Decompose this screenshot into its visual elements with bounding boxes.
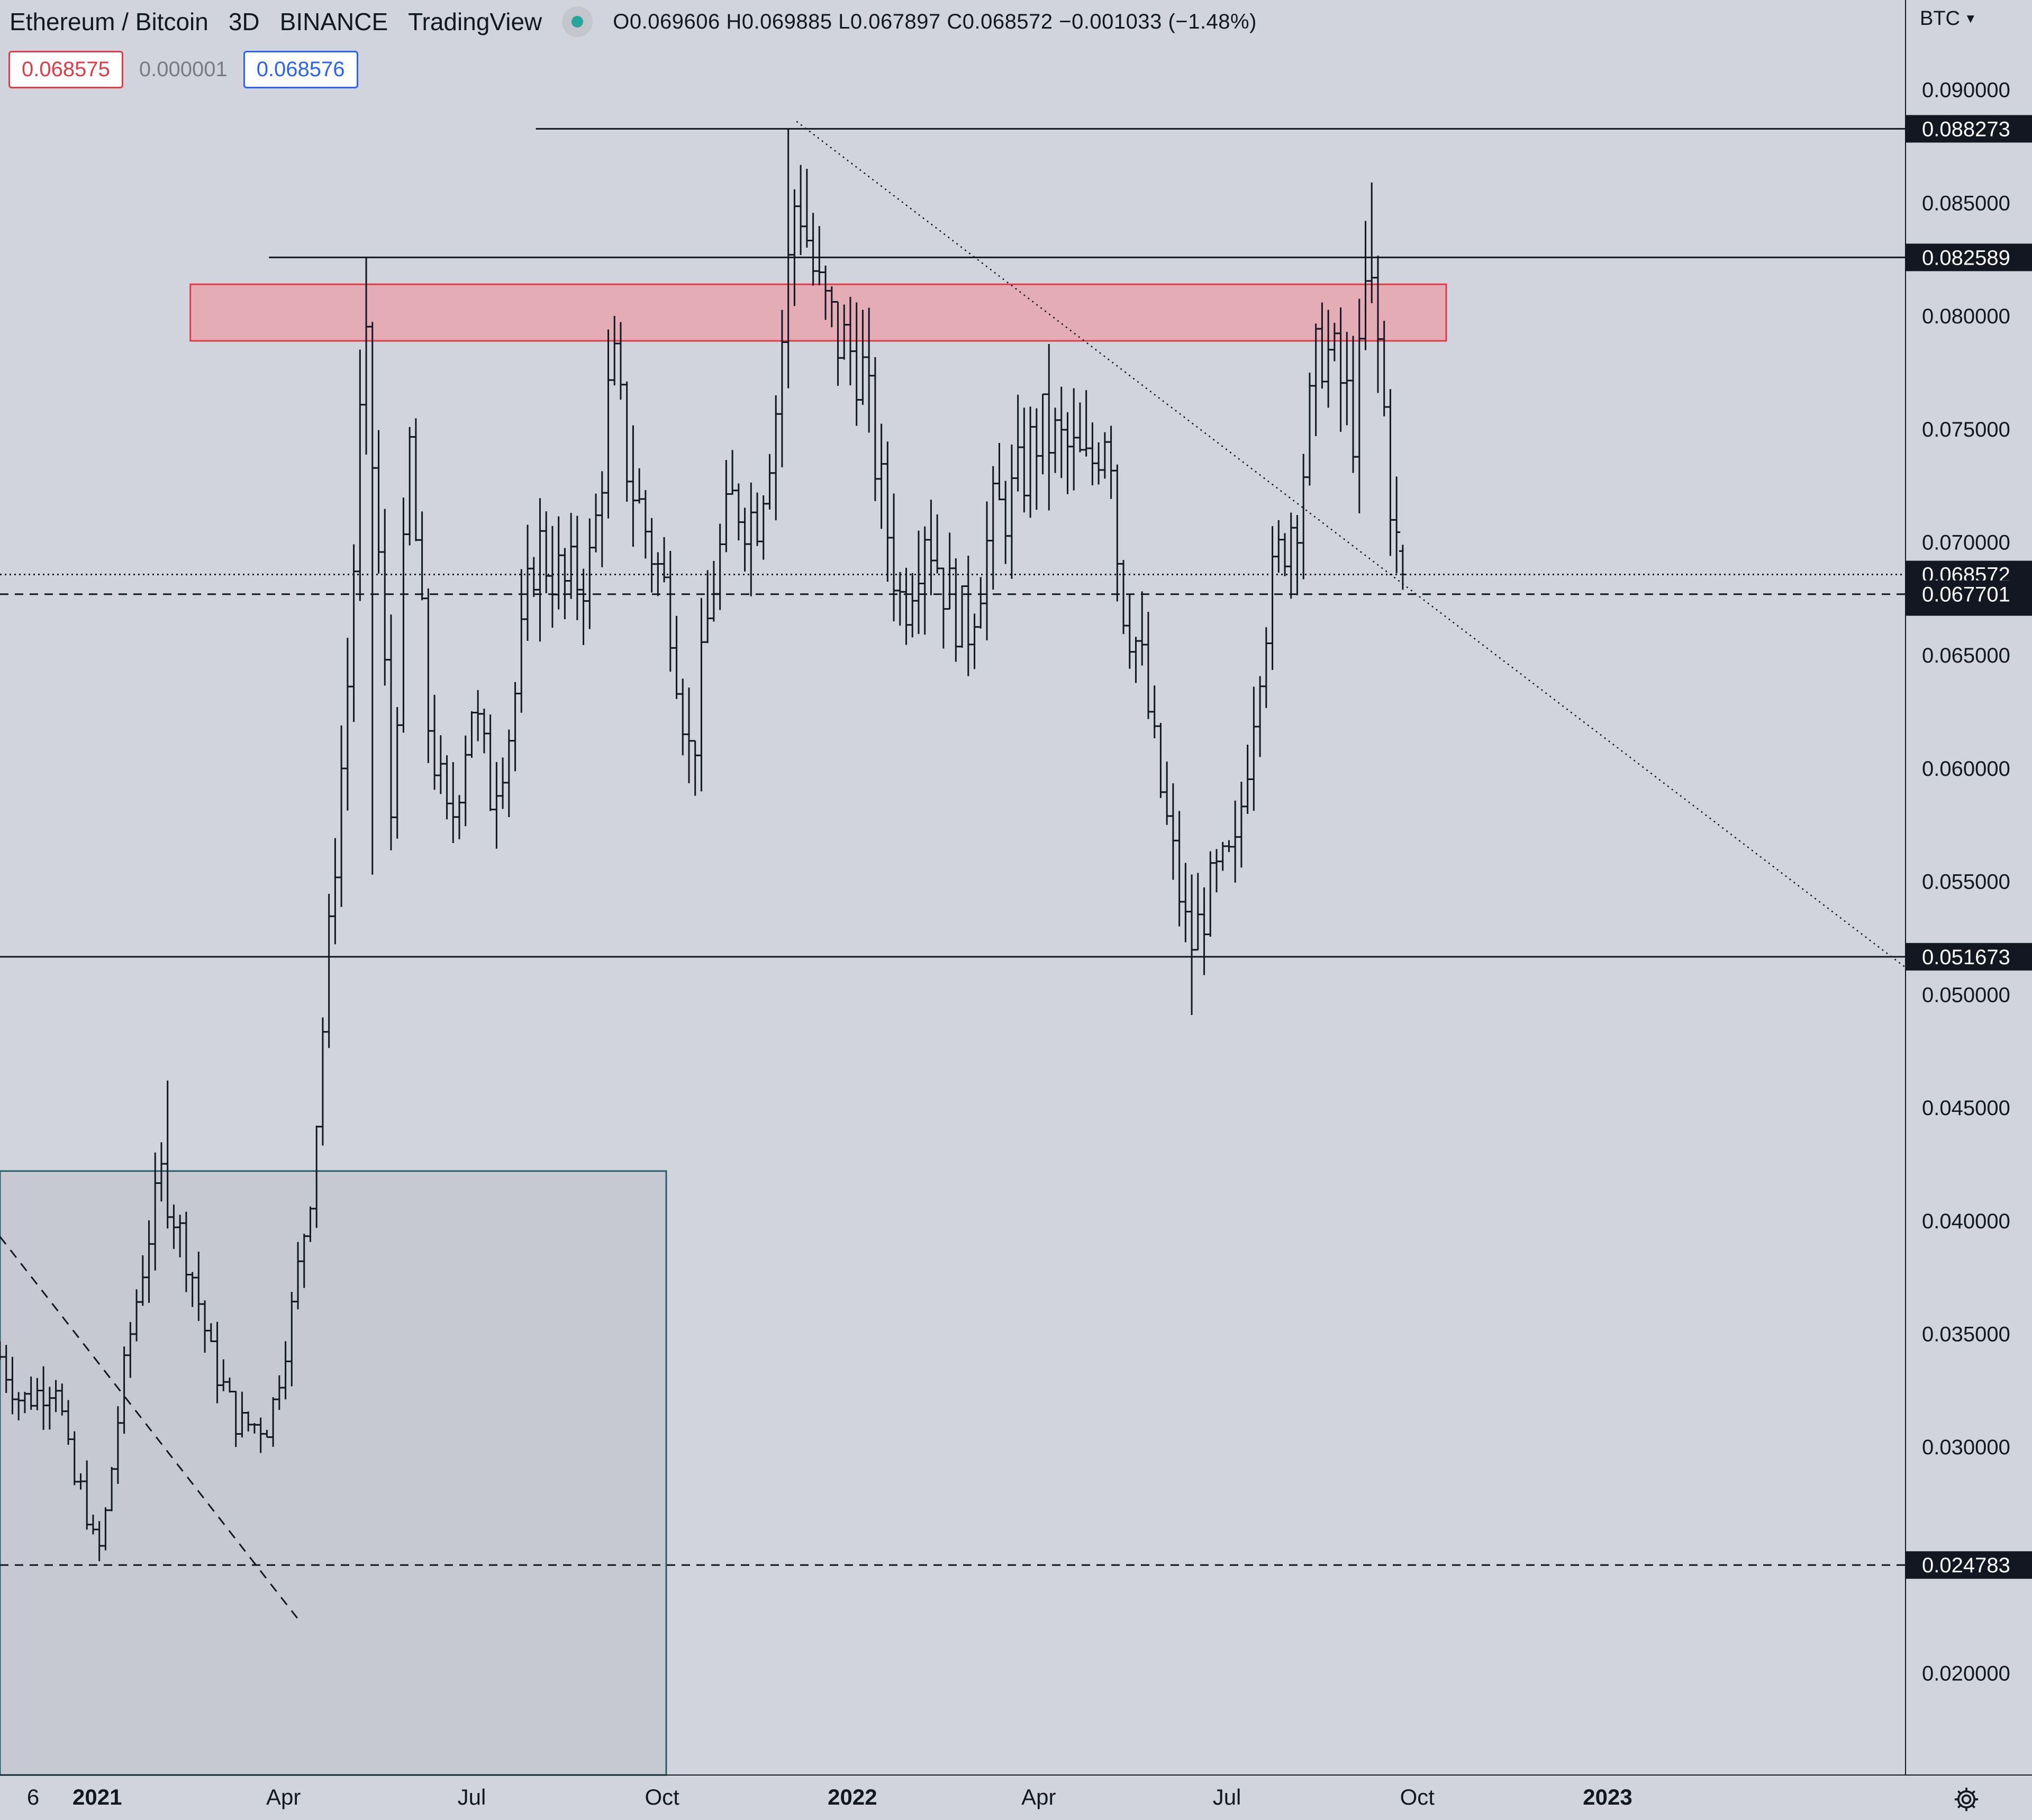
x-tick-label: 2023 (1583, 1785, 1632, 1809)
ohlc-bar (1393, 476, 1401, 574)
gear-icon[interactable] (1952, 1785, 1981, 1814)
price-label[interactable]: 0.067701 (1906, 580, 2032, 608)
x-tick-label: Jul (458, 1785, 486, 1809)
order-prices: 0.068575 0.000001 0.068576 (8, 51, 358, 88)
price-label[interactable]: 0.082589 (1906, 243, 2032, 271)
y-tick-label: 0.090000 (1922, 79, 2010, 102)
svg-text:0.051673: 0.051673 (1922, 946, 2010, 969)
x-tick-label: 2021 (72, 1785, 122, 1809)
x-tick-label: Apr (266, 1785, 301, 1809)
live-status-dot-icon (562, 6, 593, 37)
currency-selector[interactable]: BTC ▼ (1920, 7, 1977, 30)
y-tick-label: 0.080000 (1922, 305, 2010, 328)
y-tick-label: 0.055000 (1922, 871, 2010, 894)
time-axis[interactable]: 6 2021 Apr Jul Oct 2022 Apr Jul Oct 2023 (27, 1785, 1632, 1809)
buy-price-button[interactable]: 0.068576 (243, 51, 358, 88)
x-tick-label: Apr (1021, 1785, 1056, 1809)
spread-value: 0.000001 (139, 58, 228, 81)
y-tick-label: 0.045000 (1922, 1097, 2010, 1120)
ohlc-bar (1399, 545, 1407, 590)
y-tick-label: 0.040000 (1922, 1210, 2010, 1233)
exchange: BINANCE (279, 8, 388, 35)
price-axis[interactable]: 0.090000 0.085000 0.080000 0.075000 0.070000… (1922, 79, 2010, 1686)
sell-price-button[interactable]: 0.068575 (8, 51, 123, 88)
currency-label: BTC (1920, 7, 1960, 30)
symbol-name[interactable]: Ethereum / Bitcoin (10, 8, 208, 35)
price-label[interactable]: 0.088273 (1906, 115, 2032, 143)
y-tick-label: 0.050000 (1922, 983, 2010, 1007)
svg-text:0.067701: 0.067701 (1922, 583, 2010, 606)
y-tick-label: 0.030000 (1922, 1436, 2010, 1459)
svg-text:0.024783: 0.024783 (1922, 1554, 2010, 1577)
y-tick-label: 0.020000 (1922, 1662, 2010, 1686)
y-tick-label: 0.065000 (1922, 644, 2010, 667)
y-tick-label: 0.060000 (1922, 757, 2010, 781)
x-tick-label: 2022 (828, 1785, 877, 1809)
x-tick-label: Oct (1400, 1785, 1435, 1809)
range-box[interactable] (0, 1170, 667, 1776)
trendline[interactable] (0, 1236, 299, 1619)
svg-text:0.088273: 0.088273 (1922, 117, 2010, 141)
y-tick-label: 0.035000 (1922, 1323, 2010, 1346)
chevron-down-icon: ▼ (1964, 11, 1977, 26)
timeframe[interactable]: 3D (228, 8, 260, 35)
data-source: TradingView (408, 8, 542, 35)
y-tick-label: 0.070000 (1922, 531, 2010, 554)
y-tick-label: 0.075000 (1922, 418, 2010, 441)
ohlc-values: O0.069606 H0.069885 L0.067897 C0.068572 … (613, 10, 1257, 33)
resistance-zone[interactable] (189, 283, 1447, 342)
y-tick-label: 0.085000 (1922, 192, 2010, 215)
price-label[interactable]: 0.051673 (1906, 943, 2032, 971)
x-tick-label: Jul (1213, 1785, 1241, 1809)
x-tick-label: Oct (645, 1785, 679, 1809)
svg-text:0.082589: 0.082589 (1922, 246, 2010, 269)
price-label[interactable]: 0.024783 (1906, 1551, 2032, 1579)
symbol-legend: Ethereum / Bitcoin 3D BINANCE TradingVie… (10, 6, 1257, 37)
x-tick-label: 6 (27, 1785, 39, 1809)
